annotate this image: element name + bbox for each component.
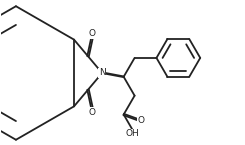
Text: OH: OH: [125, 129, 139, 138]
Text: N: N: [99, 68, 106, 77]
Text: O: O: [88, 29, 96, 38]
Text: O: O: [88, 108, 96, 117]
Text: O: O: [137, 116, 145, 125]
